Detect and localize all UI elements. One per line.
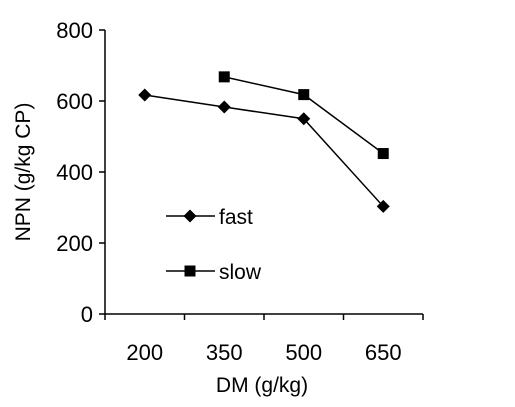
x-tick-label: 350 bbox=[206, 340, 243, 365]
data-point-fast bbox=[138, 88, 152, 102]
legend: fast slow bbox=[166, 206, 262, 284]
data-point-slow bbox=[298, 89, 310, 101]
x-tick-label: 200 bbox=[126, 340, 163, 365]
series-layer bbox=[138, 71, 390, 213]
y-tick-label: 0 bbox=[81, 302, 93, 327]
legend-label-fast: fast bbox=[219, 206, 253, 229]
y-tick-label: 200 bbox=[56, 231, 93, 256]
data-point-fast bbox=[297, 112, 311, 126]
data-point-fast bbox=[217, 100, 231, 114]
data-point-slow bbox=[377, 148, 389, 160]
x-tick-label: 500 bbox=[285, 340, 322, 365]
data-point-slow bbox=[218, 71, 230, 83]
y-tick-label: 600 bbox=[56, 89, 93, 114]
y-axis-title: NPN (g/kg CP) bbox=[12, 103, 35, 242]
y-tick-label: 800 bbox=[56, 18, 93, 43]
x-tick-label: 650 bbox=[365, 340, 402, 365]
y-ticks: 0 200 400 600 800 bbox=[56, 18, 105, 327]
x-ticks: 200 350 500 650 bbox=[104, 314, 424, 365]
legend-label-slow: slow bbox=[219, 261, 262, 284]
data-point-fast bbox=[376, 199, 390, 213]
series-line-fast bbox=[144, 94, 384, 207]
y-tick-label: 400 bbox=[56, 160, 93, 185]
x-axis-title: DM (g/kg) bbox=[216, 374, 308, 397]
legend-marker-fast bbox=[183, 209, 197, 223]
legend-marker-slow bbox=[184, 265, 196, 277]
